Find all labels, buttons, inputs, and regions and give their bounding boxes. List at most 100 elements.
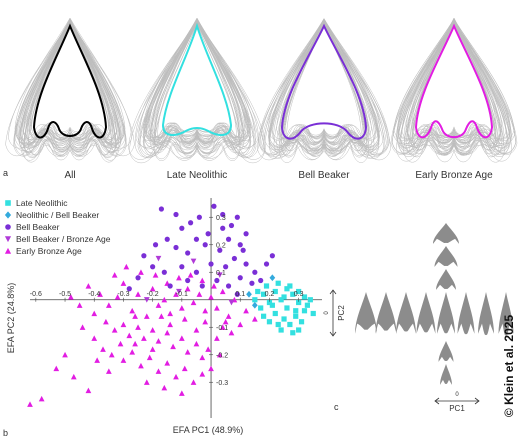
data-point <box>176 274 182 281</box>
outline-variant <box>143 20 251 142</box>
data-point <box>149 327 156 333</box>
legend-marker <box>4 236 12 243</box>
data-point <box>269 302 275 308</box>
pc2-shape <box>440 364 452 385</box>
data-point <box>310 310 316 317</box>
data-point <box>231 255 237 262</box>
outline-variant <box>401 21 507 141</box>
outline-variant <box>407 21 501 144</box>
pc1-shape <box>478 292 494 336</box>
data-point <box>85 283 92 289</box>
outline-variation-cloud <box>256 17 392 163</box>
data-point <box>155 255 162 262</box>
data-point <box>176 288 182 295</box>
outline-variant <box>143 21 251 157</box>
data-point <box>193 340 200 347</box>
data-point <box>287 321 293 328</box>
outline-early-bronze-age <box>390 17 518 163</box>
pc2-shape <box>436 269 456 290</box>
x-tick-label: 0.1 <box>235 291 245 298</box>
outline-variant <box>20 23 120 149</box>
outline-variant <box>268 23 380 153</box>
data-point <box>275 321 281 328</box>
outline-variant <box>279 19 369 140</box>
outline-variant <box>259 18 389 156</box>
outline-variant <box>16 18 124 146</box>
data-point <box>214 305 220 311</box>
outline-variant <box>19 22 121 154</box>
data-point <box>301 308 308 314</box>
outline-variant <box>268 19 380 151</box>
data-point <box>269 274 276 282</box>
pc1-arrow <box>434 397 480 405</box>
y-tick-label: -0.1 <box>216 325 228 332</box>
data-point <box>91 335 98 341</box>
data-point <box>132 313 138 319</box>
outline-all <box>5 17 135 163</box>
data-point <box>298 319 305 325</box>
data-point <box>214 277 220 284</box>
data-point <box>202 307 209 314</box>
data-point <box>62 351 68 358</box>
outline-variant <box>138 22 256 158</box>
data-point <box>243 261 249 267</box>
data-point <box>261 291 267 297</box>
data-point <box>135 324 141 330</box>
data-point <box>293 308 299 314</box>
data-point <box>167 321 174 328</box>
outline-variant <box>268 23 380 148</box>
data-point <box>155 302 162 308</box>
outline-variant <box>139 20 255 143</box>
outline-variation-cloud <box>128 17 266 164</box>
data-point <box>185 277 191 284</box>
data-point <box>126 286 132 292</box>
data-point <box>217 247 223 253</box>
data-point <box>251 316 258 322</box>
data-point <box>266 299 273 306</box>
data-point <box>243 231 249 237</box>
data-point <box>85 387 92 394</box>
outline-variant <box>128 19 266 161</box>
data-point <box>258 277 264 284</box>
data-point <box>143 297 150 303</box>
data-point <box>272 288 278 295</box>
outline-variant <box>278 19 370 152</box>
legend-marker <box>5 200 11 206</box>
data-point <box>179 225 185 231</box>
data-point <box>187 272 194 278</box>
outline-variant <box>414 19 494 139</box>
y-tick-label: -0.2 <box>216 352 228 359</box>
data-point <box>167 283 173 289</box>
data-point <box>214 335 220 341</box>
data-point <box>255 288 261 295</box>
outline-variant <box>286 22 362 143</box>
data-point <box>178 390 185 396</box>
data-point <box>216 351 223 358</box>
outline-variant <box>20 20 120 145</box>
y-axis-label: EFA PC2 (24.8%) <box>6 283 16 354</box>
data-point <box>123 263 130 270</box>
data-point <box>240 247 246 253</box>
outline-bell-beaker <box>256 17 392 163</box>
data-point <box>193 327 200 333</box>
data-point <box>234 291 240 297</box>
mean-outline <box>32 23 108 139</box>
data-point <box>243 307 249 314</box>
data-point <box>208 294 214 300</box>
data-point <box>184 349 191 355</box>
legend-label: Late Neolithic <box>16 198 68 208</box>
data-point <box>237 275 243 281</box>
data-point <box>284 286 290 292</box>
outline-variant <box>29 20 111 140</box>
data-point <box>173 373 179 380</box>
shape-label-all: All <box>64 170 75 181</box>
data-point <box>290 291 296 297</box>
outline-variant <box>137 18 257 150</box>
pc1-shape <box>416 292 436 334</box>
y-tick-label: 0.1 <box>216 270 226 277</box>
scatter-legend: Late Neolithic Neolithic / Bell Beaker Bel… <box>4 198 111 256</box>
x-tick-label: -0.5 <box>59 291 71 298</box>
data-point <box>293 313 299 319</box>
data-point <box>199 371 206 377</box>
outline-variant <box>30 19 110 143</box>
